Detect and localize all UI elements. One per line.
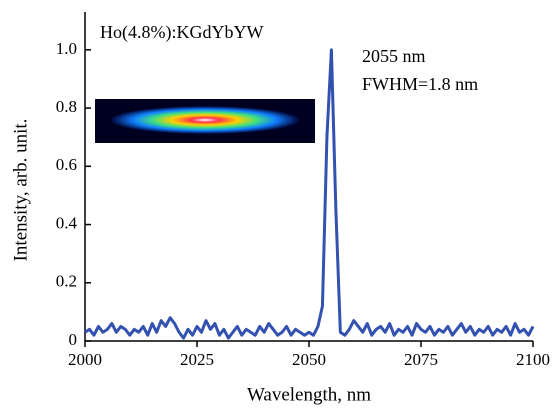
beam-profile	[110, 106, 300, 134]
y-tick-label: 0.2	[56, 272, 77, 291]
x-tick-label: 2025	[180, 350, 214, 369]
y-tick-label: 0.4	[56, 213, 78, 232]
x-axis-label: Wavelength, nm	[247, 384, 371, 405]
chart-title: Ho(4.8%):KGdYbYW	[100, 22, 263, 43]
x-tick-label: 2100	[516, 350, 550, 369]
annotation: 2055 nm	[362, 46, 426, 66]
chart: Ho(4.8%):KGdYbYW 2055 nm FWHM=1.8 nm Wav…	[0, 0, 557, 408]
y-tick-label: 0	[69, 330, 78, 349]
x-tick-label: 2050	[292, 350, 326, 369]
y-axis-label: Intensity, arb. unit.	[10, 119, 31, 262]
y-tick-label: 1.0	[56, 39, 77, 58]
x-tick-label: 2000	[68, 350, 102, 369]
x-tick-label: 2075	[404, 350, 438, 369]
y-tick-label: 0.6	[56, 155, 77, 174]
annotation: FWHM=1.8 nm	[362, 74, 478, 94]
y-tick-label: 0.8	[56, 97, 77, 116]
